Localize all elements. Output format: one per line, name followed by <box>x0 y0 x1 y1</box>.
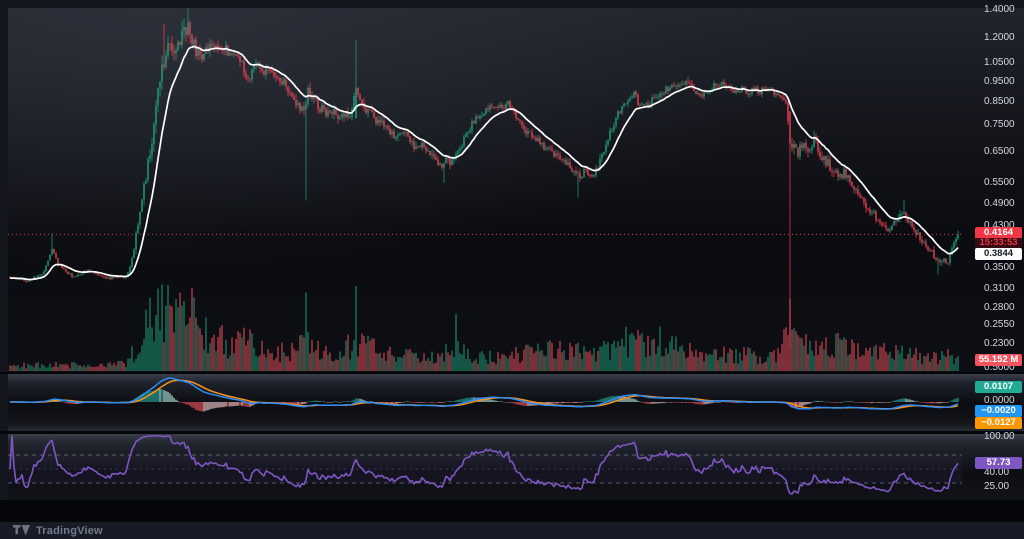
price-axis-label: 0.6500 <box>984 146 1015 157</box>
price-axis-label: 0.9500 <box>984 76 1015 87</box>
price-axis-label: 0.2800 <box>984 302 1015 313</box>
price-axis-label: 0.4300 <box>984 220 1015 231</box>
time-axis[interactable]: OctNovDec2025FebMarAprMayJunJulAugSepOct… <box>0 500 1024 522</box>
macd-line-badge: −0.0020 <box>975 405 1022 417</box>
macd-signal-badge: −0.0127 <box>975 417 1022 429</box>
price-axis-label: 1.4000 <box>984 4 1015 15</box>
footer-bar: TradingView <box>0 522 1024 539</box>
tradingview-brand[interactable]: TradingView <box>36 524 103 537</box>
last-price-badge: 0.4164 15:33:53 <box>975 227 1022 248</box>
price-axis-label: 0.2550 <box>984 319 1015 330</box>
rsi-pane[interactable] <box>8 434 1024 500</box>
price-axis-label: 0.5000 <box>984 362 1015 373</box>
volume-badge: 55.152 M <box>975 354 1022 366</box>
price-axis-label: 25.00 <box>984 481 1010 492</box>
rsi-value-badge: 57.73 <box>975 457 1022 469</box>
price-axis-label: 0.3500 <box>984 262 1015 273</box>
price-axis-label: 100.00 <box>984 431 1015 442</box>
price-axis-label: 0.3100 <box>984 283 1015 294</box>
ma-value-badge: 0.3844 <box>975 248 1022 260</box>
price-axis-label: 1.0500 <box>984 57 1015 68</box>
last-price-value: 0.4164 <box>975 227 1022 238</box>
tradingview-logo-icon[interactable] <box>13 525 30 536</box>
price-pane[interactable] <box>8 8 1024 372</box>
pane-separator[interactable] <box>0 431 1024 434</box>
price-axis-label: 0.7500 <box>984 119 1015 130</box>
price-axis-label: 0.4900 <box>984 198 1015 209</box>
bar-countdown: 15:33:53 <box>975 238 1022 248</box>
macd-histogram-badge: 0.0107 <box>975 381 1022 393</box>
price-axis-label: 0.0000 <box>984 395 1015 406</box>
price-axis-label: 0.8500 <box>984 96 1015 107</box>
price-axis-label: 0.2300 <box>984 338 1015 349</box>
pane-separator[interactable] <box>0 372 1024 374</box>
price-axis-label: 0.5500 <box>984 177 1015 188</box>
price-axis-label: 1.2000 <box>984 32 1015 43</box>
price-axis-label: 40.00 <box>984 467 1010 478</box>
